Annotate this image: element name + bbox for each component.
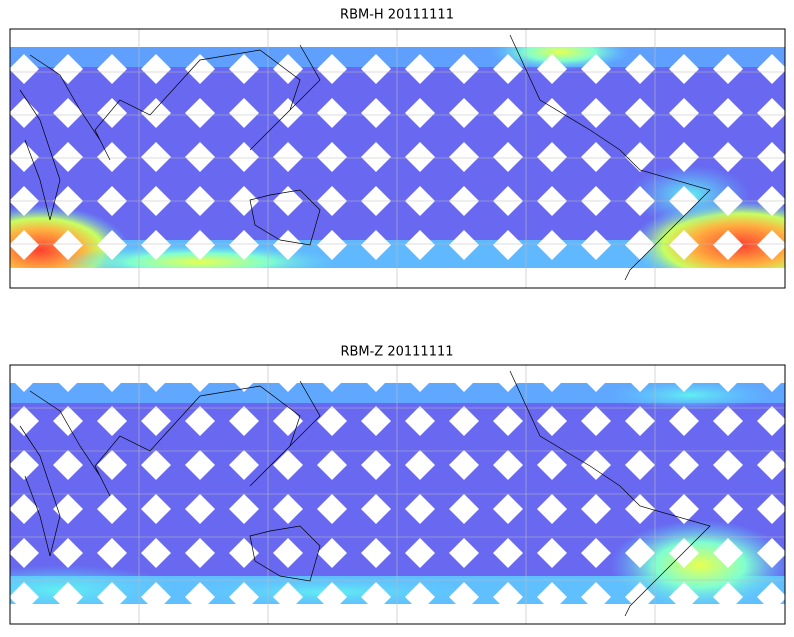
coastline <box>19 370 711 617</box>
graticule <box>10 365 785 624</box>
panel-title: RBM-Z 20111111 <box>340 345 453 360</box>
panel-title: RBM-H 20111111 <box>340 8 454 23</box>
panel-frame <box>9 28 786 289</box>
panel-frame <box>9 364 786 625</box>
coastline <box>19 34 711 281</box>
